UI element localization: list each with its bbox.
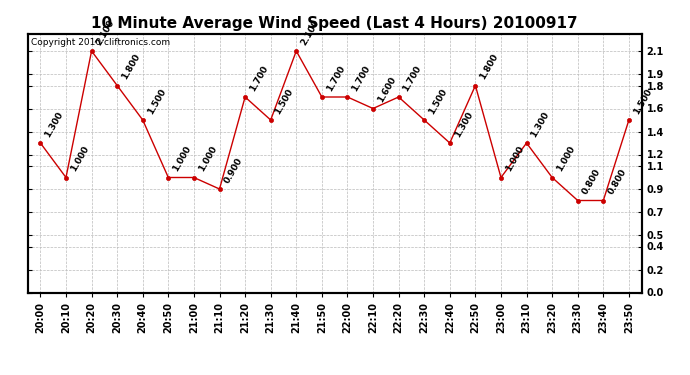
Text: 1.500: 1.500 bbox=[146, 87, 168, 116]
Text: 1.700: 1.700 bbox=[324, 64, 346, 93]
Text: 2.100: 2.100 bbox=[95, 18, 116, 47]
Text: 1.700: 1.700 bbox=[402, 64, 424, 93]
Text: 1.500: 1.500 bbox=[273, 87, 295, 116]
Text: 1.500: 1.500 bbox=[631, 87, 653, 116]
Text: 1.700: 1.700 bbox=[351, 64, 372, 93]
Text: 1.000: 1.000 bbox=[197, 145, 219, 173]
Text: 1.600: 1.600 bbox=[376, 75, 397, 104]
Text: 1.800: 1.800 bbox=[478, 53, 500, 81]
Text: 1.000: 1.000 bbox=[171, 145, 193, 173]
Text: 1.300: 1.300 bbox=[529, 110, 551, 139]
Text: 1.000: 1.000 bbox=[555, 145, 577, 173]
Text: Copyright 2010 cliftronics.com: Copyright 2010 cliftronics.com bbox=[30, 38, 170, 46]
Text: 1.700: 1.700 bbox=[248, 64, 270, 93]
Text: 0.800: 0.800 bbox=[580, 168, 602, 196]
Text: 2.100: 2.100 bbox=[299, 18, 321, 47]
Text: 1.800: 1.800 bbox=[120, 53, 141, 81]
Text: 1.300: 1.300 bbox=[43, 110, 65, 139]
Text: 1.500: 1.500 bbox=[427, 87, 449, 116]
Text: 1.000: 1.000 bbox=[69, 145, 90, 173]
Text: 0.800: 0.800 bbox=[606, 168, 628, 196]
Title: 10 Minute Average Wind Speed (Last 4 Hours) 20100917: 10 Minute Average Wind Speed (Last 4 Hou… bbox=[91, 16, 578, 31]
Text: 1.000: 1.000 bbox=[504, 145, 526, 173]
Text: 1.300: 1.300 bbox=[453, 110, 475, 139]
Text: 0.900: 0.900 bbox=[222, 156, 244, 185]
